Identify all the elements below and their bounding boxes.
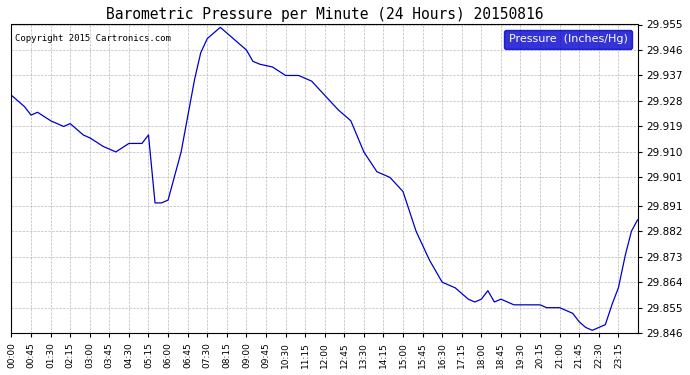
Title: Barometric Pressure per Minute (24 Hours) 20150816: Barometric Pressure per Minute (24 Hours… <box>106 7 543 22</box>
Legend: Pressure  (Inches/Hg): Pressure (Inches/Hg) <box>504 30 632 49</box>
Text: Copyright 2015 Cartronics.com: Copyright 2015 Cartronics.com <box>14 34 170 43</box>
